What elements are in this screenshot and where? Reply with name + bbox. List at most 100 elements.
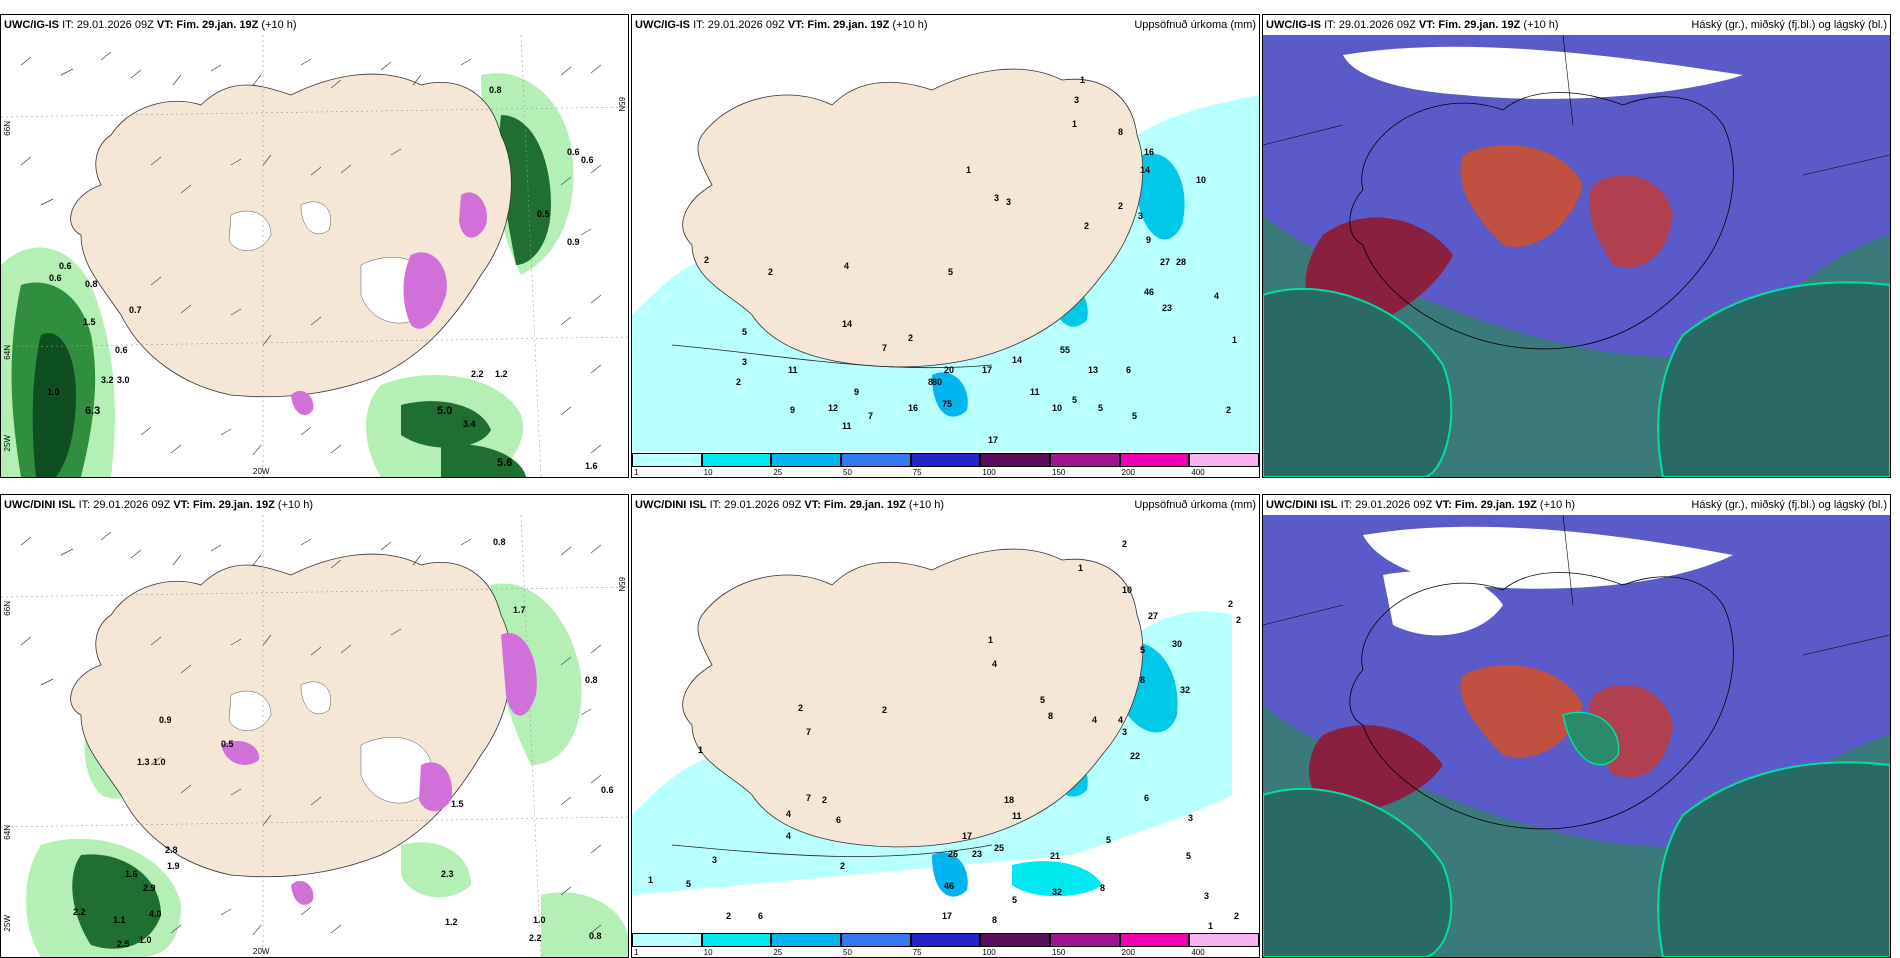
precip-value-label: 20: [944, 365, 955, 375]
precip-value-label: 6: [836, 815, 842, 825]
precip-value-label: 16: [1144, 147, 1155, 157]
precip-value-label: 2: [726, 911, 732, 921]
cloud-title: Háský (gr.), miðský (fj.bl.) og lágský (…: [1691, 499, 1887, 511]
precip-value-label: 5: [1186, 851, 1192, 861]
colorbar-swatch: [980, 453, 1050, 467]
panel-header: UWC/IG-IS IT: 29.01.2026 09Z VT: Fim. 29…: [632, 15, 1259, 35]
colorbar-swatch: [771, 453, 841, 467]
precip-value-label: 75: [942, 399, 953, 409]
lon-label: 25W: [3, 435, 12, 452]
precip-value-label: 4: [1092, 715, 1098, 725]
precip-value-label: 7: [806, 727, 812, 737]
colorbar-swatch: [841, 453, 911, 467]
precip-value-label: 11: [1012, 811, 1022, 821]
precip-value-label: 30: [1172, 639, 1183, 649]
colorbar-tick-label: 400: [1191, 468, 1205, 477]
precip-value-label: 2: [736, 377, 742, 387]
lon-label: 25W: [3, 915, 12, 932]
precip-title: Uppsöfnuð úrkoma (mm): [1134, 499, 1256, 511]
precip-value-label: 2: [1118, 201, 1124, 211]
wind-value-label: 0.6: [59, 261, 72, 271]
precip-value-label: 14: [1012, 355, 1023, 365]
precip-value-label: 2: [1226, 405, 1232, 415]
wind-value-label: 1.0: [47, 387, 60, 397]
precip-map: 3 1 1 8 16 14 10 1 3 3 2 3 2 9 27 28 46 …: [632, 35, 1259, 451]
wind-value-label: 1.7: [513, 605, 526, 615]
precip-value-label: 8: [1100, 883, 1106, 893]
wind-value-label: 0.6: [567, 147, 580, 157]
colorbar-tick-label: 25: [773, 948, 783, 957]
precip-value-label: 27: [1148, 611, 1159, 621]
precip-value-label: 5: [1106, 835, 1112, 845]
precip-value-label: 2: [840, 861, 846, 871]
precip-value-label: 2: [882, 705, 888, 715]
lat-label: 64N: [3, 825, 12, 840]
precip-value-label: 1: [698, 745, 704, 755]
precip-value-label: 21: [1050, 851, 1061, 861]
wind-value-label: 5.6: [497, 457, 513, 469]
precip-value-label: 9: [790, 405, 796, 415]
precip-value-label: 7: [868, 411, 874, 421]
wind-value-label: 0.8: [489, 85, 502, 95]
precip-value-label: 5: [948, 267, 954, 277]
precip-value-label: 4: [844, 261, 850, 271]
precip-value-label: 10: [1122, 585, 1133, 595]
wind-value-label: 2.3: [441, 869, 454, 879]
colorbar-tick-label: 1: [634, 948, 639, 957]
precip-value-label: 8: [992, 915, 998, 925]
precip-value-label: 2: [908, 333, 914, 343]
colorbar-tick-label: 25: [773, 468, 783, 477]
lon-label: 20W: [253, 467, 270, 476]
colorbar-swatch: [632, 933, 702, 947]
wind-value-label: 0.8: [493, 537, 506, 547]
precip-title: Uppsöfnuð úrkoma (mm): [1134, 19, 1256, 31]
precip-value-label: 5: [686, 879, 692, 889]
precip-value-label: 17: [988, 435, 999, 445]
wind-value-label: 0.6: [601, 785, 614, 795]
cloud-panel-dini: UWC/DINI ISL IT: 29.01.2026 09Z VT: Fim.…: [1262, 494, 1891, 958]
precip-value-label: 3: [994, 193, 1000, 203]
wind-value-label: 2.2: [529, 933, 542, 943]
wind-value-label: 0.6: [115, 345, 128, 355]
colorbar-swatch: [1050, 933, 1120, 947]
precip-value-label: 46: [944, 881, 955, 891]
colorbar-tick-label: 10: [703, 948, 713, 957]
precip-value-label: 5: [1132, 411, 1138, 421]
colorbar-tick-label: 75: [912, 948, 922, 957]
panel-header: UWC/IG-IS IT: 29.01.2026 09Z VT: Fim. 29…: [1263, 15, 1890, 35]
precip-value-label: 2: [1234, 911, 1240, 921]
wind-value-label: 1.1: [113, 915, 126, 925]
precip-value-label: 9: [1146, 235, 1152, 245]
precip-value-label: 3: [742, 357, 748, 367]
lat-label: 65N: [617, 97, 626, 112]
precip-value-label: 2: [1236, 615, 1242, 625]
colorbar-swatch: [841, 933, 911, 947]
colorbar-swatch: [701, 453, 772, 467]
cloud-map: [1263, 515, 1890, 957]
panel-header: UWC/DINI ISL IT: 29.01.2026 09Z VT: Fim.…: [632, 495, 1259, 515]
precip-value-label: 10: [1196, 175, 1207, 185]
wind-value-label: 1.5: [83, 317, 96, 327]
wind-value-label: 1.0: [153, 757, 166, 767]
cloud-panel-ig: UWC/IG-IS IT: 29.01.2026 09Z VT: Fim. 29…: [1262, 14, 1891, 478]
precip-value-label: 7: [882, 343, 888, 353]
precip-value-label: 22: [1130, 751, 1141, 761]
precip-value-label: 28: [1176, 257, 1187, 267]
colorbar-swatch: [910, 453, 981, 467]
panel-header: UWC/DINI ISL IT: 29.01.2026 09Z VT: Fim.…: [4, 499, 314, 511]
wind-value-label: 2.2: [471, 369, 484, 379]
precip-value-label: 6: [1126, 365, 1132, 375]
precip-value-label: 80: [932, 377, 943, 387]
precip-value-label: 1: [648, 875, 654, 885]
precip-value-label: 2: [768, 267, 774, 277]
precip-value-label: 11: [842, 421, 852, 431]
precip-value-label: 2: [1228, 599, 1234, 609]
precip-value-label: 32: [1180, 685, 1191, 695]
precip-value-label: 1: [1232, 335, 1238, 345]
precip-value-label: 1: [1072, 119, 1078, 129]
colorbar-tick-label: 10: [703, 468, 713, 477]
precip-value-label: 8: [1048, 711, 1054, 721]
colorbar: 1 10 25 50 75 100 150 200 400: [632, 931, 1259, 957]
wind-value-label: 3.0: [117, 375, 130, 385]
colorbar-swatch: [1119, 453, 1190, 467]
